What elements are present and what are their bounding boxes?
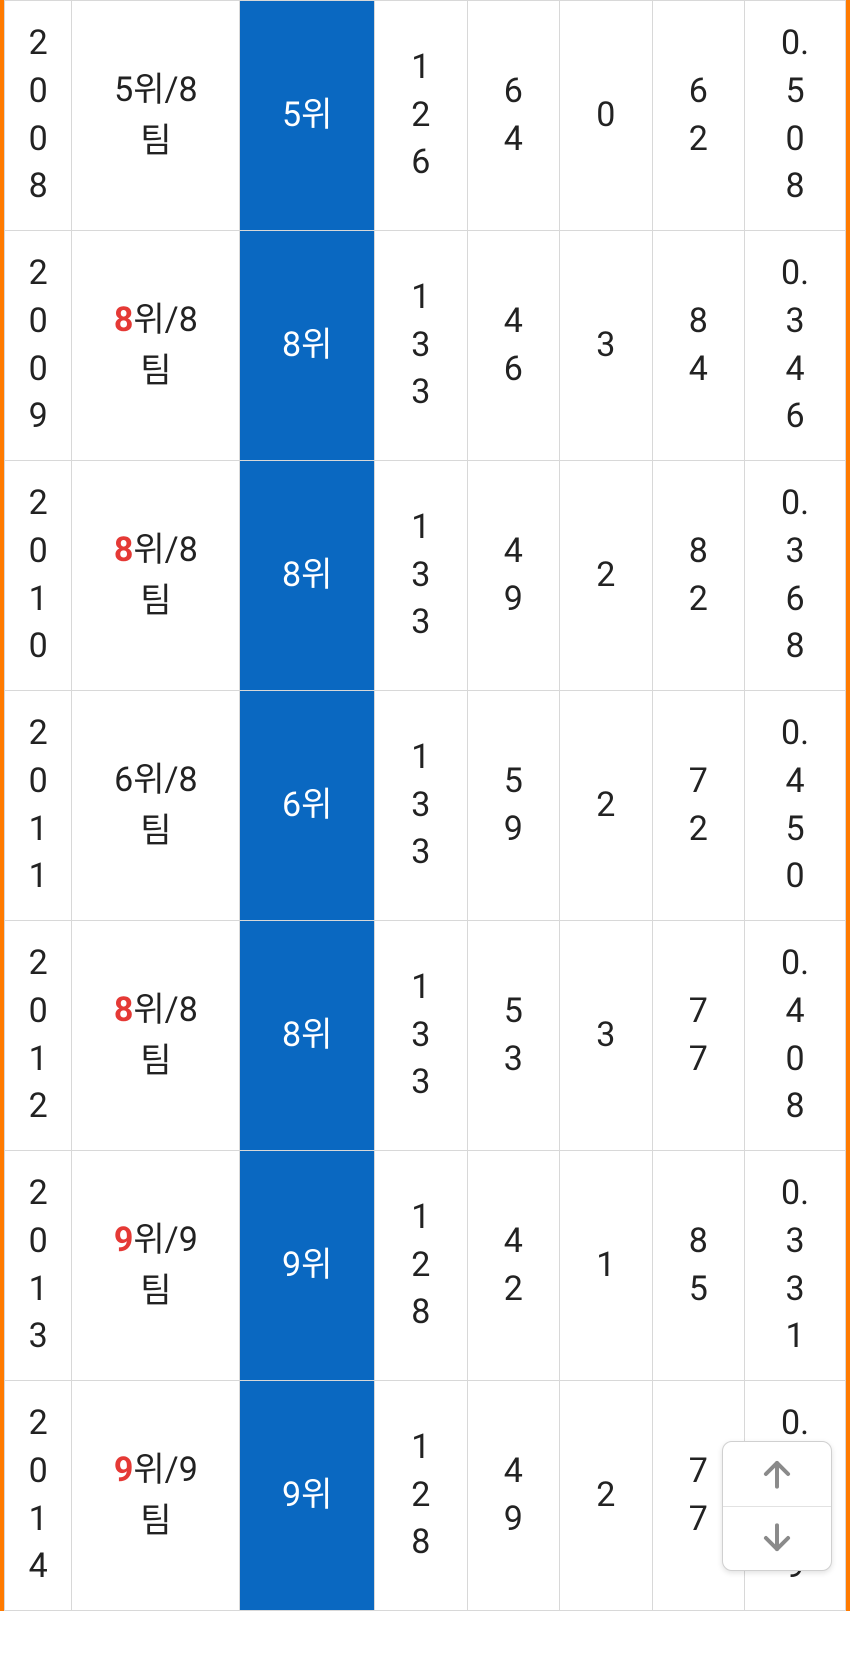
pct-cell: 0.346 (745, 231, 846, 461)
standing-rank-number: 8 (114, 530, 134, 570)
standing-rank-number: 8 (114, 990, 134, 1030)
losses-cell: 85 (652, 1151, 745, 1381)
ties-cell: 0 (560, 1, 653, 231)
ties-cell: 2 (560, 461, 653, 691)
games-cell: 128 (375, 1381, 468, 1611)
rank-cell: 6위 (240, 691, 375, 921)
year-cell: 2011 (5, 691, 72, 921)
standings-table: 20085위/8팀5위126640620.50820098위/8팀8위13346… (4, 0, 846, 1611)
arrow-up-icon (758, 1455, 796, 1493)
losses-cell: 72 (652, 691, 745, 921)
pct-cell: 0.368 (745, 461, 846, 691)
ties-cell: 1 (560, 1151, 653, 1381)
year-cell: 2013 (5, 1151, 72, 1381)
losses-cell: 82 (652, 461, 745, 691)
standing-text: 8위/8팀 (76, 985, 235, 1087)
table-row: 20108위/8팀8위133492820.368 (5, 461, 846, 691)
wins-cell: 59 (467, 691, 560, 921)
standing-text: 8위/8팀 (76, 525, 235, 627)
games-cell: 133 (375, 691, 468, 921)
pct-cell: 0.450 (745, 691, 846, 921)
arrow-down-icon (758, 1519, 796, 1557)
games-cell: 133 (375, 461, 468, 691)
standing-rank-number: 9 (114, 1450, 134, 1490)
losses-cell: 77 (652, 921, 745, 1151)
year-cell: 2009 (5, 231, 72, 461)
rank-cell: 8위 (240, 921, 375, 1151)
standing-cell: 9위/9팀 (72, 1381, 240, 1611)
table-row: 20149위/9팀9위128492770.389 (5, 1381, 846, 1611)
wins-cell: 49 (467, 1381, 560, 1611)
rank-cell: 9위 (240, 1151, 375, 1381)
ties-cell: 3 (560, 921, 653, 1151)
standing-text: 6위/8팀 (76, 755, 235, 857)
rank-cell: 8위 (240, 461, 375, 691)
standing-cell: 9위/9팀 (72, 1151, 240, 1381)
games-cell: 133 (375, 921, 468, 1151)
pct-cell: 0.331 (745, 1151, 846, 1381)
scroll-down-button[interactable] (723, 1507, 831, 1571)
ties-cell: 2 (560, 691, 653, 921)
wins-cell: 42 (467, 1151, 560, 1381)
pct-cell: 0.508 (745, 1, 846, 231)
standing-rank-number: 5 (114, 70, 133, 110)
table-row: 20116위/8팀6위133592720.450 (5, 691, 846, 921)
wins-cell: 49 (467, 461, 560, 691)
wins-cell: 64 (467, 1, 560, 231)
scroll-up-button[interactable] (723, 1442, 831, 1507)
standing-rank-number: 8 (114, 300, 134, 340)
standing-cell: 8위/8팀 (72, 231, 240, 461)
games-cell: 128 (375, 1151, 468, 1381)
standing-rank-number: 6 (114, 760, 133, 800)
standing-text: 8위/8팀 (76, 295, 235, 397)
standing-text: 5위/8팀 (76, 65, 235, 167)
year-cell: 2010 (5, 461, 72, 691)
standing-text: 9위/9팀 (76, 1215, 235, 1317)
losses-cell: 62 (652, 1, 745, 231)
year-cell: 2012 (5, 921, 72, 1151)
ties-cell: 2 (560, 1381, 653, 1611)
rank-cell: 9위 (240, 1381, 375, 1611)
losses-cell: 84 (652, 231, 745, 461)
ties-cell: 3 (560, 231, 653, 461)
standing-cell: 8위/8팀 (72, 461, 240, 691)
pct-cell: 0.408 (745, 921, 846, 1151)
standing-rank-number: 9 (114, 1220, 134, 1260)
standing-cell: 8위/8팀 (72, 921, 240, 1151)
scroll-widget (722, 1441, 832, 1571)
standing-cell: 5위/8팀 (72, 1, 240, 231)
standing-cell: 6위/8팀 (72, 691, 240, 921)
standings-table-wrap: 20085위/8팀5위126640620.50820098위/8팀8위13346… (0, 0, 850, 1611)
table-row: 20139위/9팀9위128421850.331 (5, 1151, 846, 1381)
standing-text: 9위/9팀 (76, 1445, 235, 1547)
table-row: 20085위/8팀5위126640620.508 (5, 1, 846, 231)
games-cell: 133 (375, 231, 468, 461)
table-row: 20128위/8팀8위133533770.408 (5, 921, 846, 1151)
year-cell: 2008 (5, 1, 72, 231)
wins-cell: 46 (467, 231, 560, 461)
games-cell: 126 (375, 1, 468, 231)
wins-cell: 53 (467, 921, 560, 1151)
table-row: 20098위/8팀8위133463840.346 (5, 231, 846, 461)
rank-cell: 5위 (240, 1, 375, 231)
year-cell: 2014 (5, 1381, 72, 1611)
rank-cell: 8위 (240, 231, 375, 461)
